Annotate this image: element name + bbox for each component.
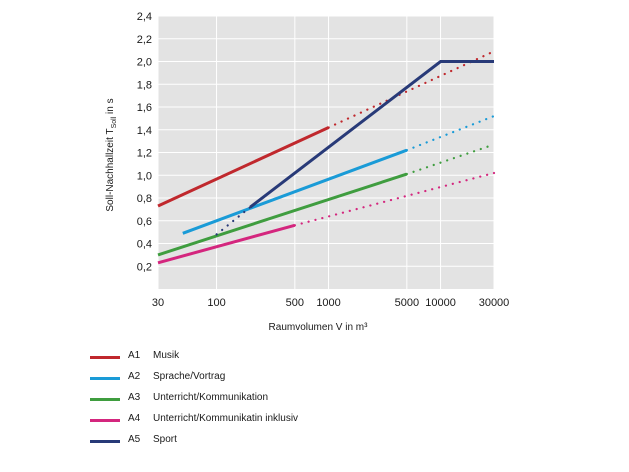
legend-swatch (90, 377, 120, 380)
legend-label: Sport (153, 434, 177, 445)
x-tick-label: 5000 (395, 297, 419, 309)
x-tick-label: 100 (207, 297, 225, 309)
y-tick-label: 1,0 (137, 170, 152, 182)
legend-code: A4 (128, 413, 141, 424)
y-tick-label: 1,2 (137, 148, 152, 160)
series-a3-line (157, 172, 408, 257)
y-axis-title-unit: in s (105, 98, 116, 116)
y-tick-label: 2,4 (137, 11, 152, 23)
series-a1-line (157, 126, 330, 208)
y-axis-ticks: 0,2 0,4 0,6 0,8 1,0 1,2 1,4 1,6 1,8 2,0 2,2 2,4 (137, 11, 152, 273)
y-tick-label: 0,6 (137, 216, 152, 228)
x-axis-ticks: 30 100 500 1000 5000 10000 30000 (152, 297, 509, 309)
y-tick-label: 1,6 (137, 102, 152, 114)
x-axis-title: Raumvolumen V in m³ (269, 322, 369, 333)
x-tick-label: 500 (286, 297, 304, 309)
x-tick-label: 30 (152, 297, 164, 309)
chart: 0,2 0,4 0,6 0,8 1,0 1,2 1,4 1,6 1,8 2,0 2,2 2,4 30 1… (105, 11, 509, 333)
y-tick-label: 2,2 (137, 34, 152, 46)
x-tick-label: 30000 (479, 297, 510, 309)
series-a4-line (157, 223, 296, 265)
series-a3-dotted-line (405, 143, 496, 176)
y-axis-title-main: Soll-Nachhallzeit T (105, 128, 116, 211)
x-tick-label: 10000 (425, 297, 456, 309)
legend-label: Unterricht/Kommunikation (153, 392, 269, 403)
legend-label: Unterricht/Kommunikatin inklusiv (153, 413, 299, 424)
legend-code: A3 (128, 392, 141, 403)
y-axis-title-sub: Soll (111, 116, 118, 128)
legend-code: A2 (128, 371, 141, 382)
legend-label: Musik (153, 350, 180, 361)
legend-label: Sprache/Vortrag (153, 371, 226, 382)
series-a2-line (182, 148, 408, 235)
y-tick-label: 2,0 (137, 57, 152, 69)
series-a5-line (249, 60, 494, 209)
series-a2-dotted-line (405, 114, 496, 152)
y-tick-label: 0,4 (137, 239, 152, 251)
y-axis-title: Soll-Nachhallzeit TSoll in s (105, 98, 118, 211)
legend-swatch (90, 419, 120, 422)
y-tick-label: 1,8 (137, 79, 152, 91)
series-group (157, 50, 496, 265)
y-tick-label: 1,4 (137, 125, 152, 137)
series-a5-dotted-line (215, 206, 252, 236)
legend-code: A1 (128, 350, 141, 361)
legend-code: A5 (128, 434, 141, 445)
y-tick-label: 0,2 (137, 261, 152, 273)
y-tick-label: 0,8 (137, 193, 152, 205)
legend-swatch (90, 398, 120, 401)
legend-swatch (90, 356, 120, 359)
x-tick-label: 1000 (316, 297, 340, 309)
legend-swatch (90, 440, 120, 443)
